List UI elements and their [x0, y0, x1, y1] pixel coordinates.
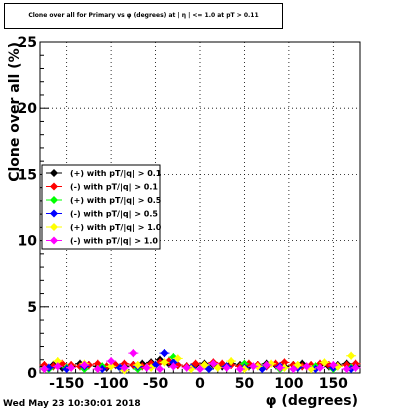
data-point [316, 363, 324, 372]
data-point [191, 359, 200, 368]
data-point [204, 365, 213, 374]
legend-marker [50, 169, 58, 177]
data-point [169, 362, 178, 371]
data-point [160, 358, 169, 367]
data-point [209, 359, 218, 368]
data-point [342, 365, 351, 374]
y-tick-label: 25 [18, 35, 37, 51]
x-tick-label: -100 [94, 376, 129, 392]
legend-marker [50, 196, 58, 204]
data-point [213, 363, 222, 372]
y-axis-title: Clone over all (%) [7, 42, 23, 182]
y-tick-label: 15 [18, 167, 37, 183]
data-point [142, 363, 151, 372]
legend-marker [50, 182, 58, 191]
y-tick-label: 5 [27, 300, 37, 316]
legend-marker [50, 209, 58, 218]
legend-box [41, 164, 161, 250]
x-tick-label: 50 [235, 376, 255, 392]
y-tick-label: 20 [18, 101, 38, 117]
timestamp-footer: Wed May 23 10:30:01 2018 [3, 399, 141, 409]
data-point [289, 365, 298, 374]
data-point [107, 357, 116, 366]
data-point [262, 361, 271, 370]
y-tick-label: 0 [27, 366, 37, 382]
y-tick-label: 10 [18, 234, 38, 250]
x-tick-label: 150 [319, 376, 348, 392]
legend-entry-label: (+) with pT/|q| > 0.5 [70, 196, 162, 205]
data-point [160, 349, 169, 358]
data-point [329, 361, 338, 370]
data-point [129, 349, 138, 358]
data-point [293, 361, 302, 370]
x-axis-title: φ (degrees) [266, 393, 358, 409]
data-point [320, 358, 329, 367]
data-point [67, 363, 76, 372]
data-point [280, 358, 289, 367]
legend-entry-label: (+) with pT/|q| > 1.0 [70, 223, 162, 232]
data-point [222, 363, 231, 372]
data-point [156, 365, 164, 374]
data-point [196, 365, 204, 374]
data-point [80, 361, 89, 370]
data-point [40, 365, 49, 374]
x-tick-label: -150 [49, 376, 84, 392]
legend-entry-label: (-) with pT/|q| > 0.1 [70, 183, 158, 192]
legend-entry-label: (-) with pT/|q| > 1.0 [70, 237, 158, 246]
legend-marker [50, 223, 58, 231]
data-point [302, 362, 311, 371]
chart-title: Clone over all for Primary vs φ (degrees… [4, 3, 283, 29]
axis-ticks: -150 -100 -50 0 50 100 150 0 5 10 15 20 25 [18, 35, 352, 392]
data-point [107, 362, 116, 371]
data-point [173, 354, 182, 363]
data-point [133, 361, 142, 370]
data-point [120, 363, 129, 372]
data-point [249, 362, 258, 371]
data-point [200, 361, 209, 370]
x-tick-label: 0 [195, 376, 205, 392]
data-point [93, 365, 102, 374]
data-point [182, 363, 191, 372]
legend-entry-label: (+) with pT/|q| > 0.1 [70, 169, 162, 178]
legend-marker [50, 236, 58, 245]
legend: (+) with pT/|q| > 0.1 (-) with pT/|q| > 0… [41, 164, 162, 250]
data-point [236, 365, 244, 374]
data-point [53, 357, 62, 366]
data-point [276, 363, 284, 372]
data-point [347, 351, 356, 360]
data-point [53, 362, 62, 371]
legend-entry-label: (-) with pT/|q| > 0.5 [70, 210, 158, 219]
data-points [39, 349, 361, 375]
x-tick-label: -50 [143, 376, 169, 392]
data-point [227, 357, 236, 366]
x-tick-label: 100 [274, 376, 303, 392]
data-point [351, 363, 360, 372]
